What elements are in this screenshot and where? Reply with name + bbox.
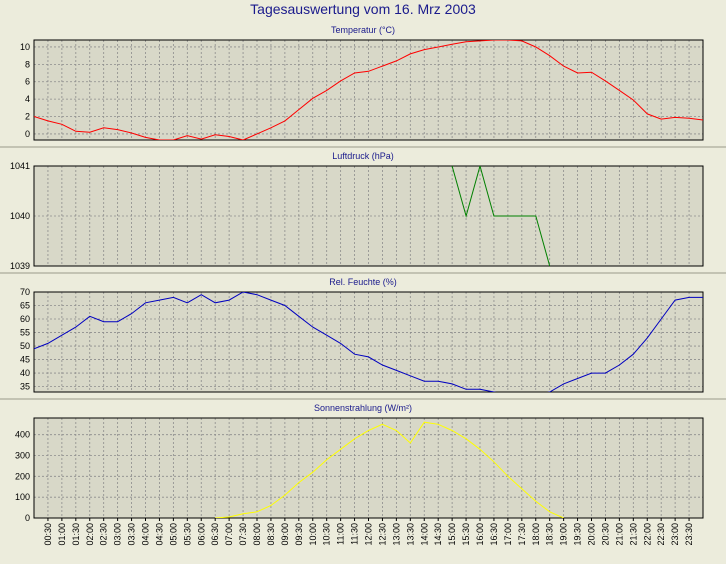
page-title: Tagesauswertung vom 16. Mrz 2003 (250, 1, 476, 17)
y-tick-label: 35 (20, 382, 30, 392)
x-tick-label: 01:30 (71, 523, 81, 546)
x-tick-label: 08:30 (266, 523, 276, 546)
plot-border (33, 291, 704, 393)
chart-title: Luftdruck (hPa) (332, 151, 394, 161)
x-axis-time-labels: 00:30 01:00 01:30 02:00 02:30 03:00 03:30 04:00… (43, 518, 694, 546)
series-line (34, 40, 703, 140)
x-tick-label: 02:00 (85, 523, 95, 546)
y-tick-label: 400 (15, 430, 30, 440)
y-tick-label: 200 (15, 471, 30, 481)
x-tick-label: 08:00 (252, 523, 262, 546)
chart-panel: Temperatur (°C) 0 2 4 6 8 10 (20, 25, 704, 141)
x-tick-label: 07:00 (224, 523, 234, 546)
x-tick-label: 06:30 (210, 523, 220, 546)
y-tick-label: 55 (20, 328, 30, 338)
x-tick-label: 12:30 (377, 523, 387, 546)
x-tick-label: 18:30 (545, 523, 555, 546)
series-line (215, 421, 564, 518)
x-tick-label: 07:30 (238, 523, 248, 546)
x-tick-label: 16:00 (475, 523, 485, 546)
x-tick-label: 14:00 (419, 523, 429, 546)
x-tick-label: 15:00 (447, 523, 457, 546)
y-tick-label: 60 (20, 314, 30, 324)
x-tick-label: 17:30 (517, 523, 527, 546)
x-tick-label: 10:00 (308, 523, 318, 546)
y-tick-label: 50 (20, 341, 30, 351)
x-tick-label: 09:30 (294, 523, 304, 546)
x-tick-label: 23:30 (684, 523, 694, 546)
x-tick-label: 00:30 (43, 523, 53, 546)
x-tick-label: 14:30 (433, 523, 443, 546)
x-tick-label: 16:30 (489, 523, 499, 546)
y-tick-label: 8 (25, 59, 30, 69)
y-tick-label: 10 (20, 42, 30, 52)
series-line (451, 166, 551, 266)
y-tick-label: 0 (25, 129, 30, 139)
chart-title: Rel. Feuchte (%) (329, 277, 397, 287)
x-tick-label: 01:00 (57, 523, 67, 546)
y-tick-label: 100 (15, 492, 30, 502)
y-tick-label: 40 (20, 368, 30, 378)
y-tick-label: 65 (20, 301, 30, 311)
y-tick-label: 2 (25, 112, 30, 122)
chart-panels: Temperatur (°C) 0 2 4 6 8 10 Luftdruck (hPa) 103… (0, 25, 726, 523)
x-tick-label: 22:30 (656, 523, 666, 546)
x-tick-label: 10:30 (322, 523, 332, 546)
x-tick-label: 20:30 (600, 523, 610, 546)
x-tick-label: 22:00 (642, 523, 652, 546)
x-tick-label: 19:30 (573, 523, 583, 546)
x-tick-label: 12:00 (364, 523, 374, 546)
y-tick-label: 45 (20, 355, 30, 365)
y-tick-label: 4 (25, 94, 30, 104)
x-tick-label: 03:00 (113, 523, 123, 546)
chart-panel: Rel. Feuchte (%) 35 40 45 50 55 60 65 70 (20, 277, 704, 393)
y-tick-label: 6 (25, 77, 30, 87)
x-tick-label: 05:30 (182, 523, 192, 546)
plot-border (33, 165, 704, 267)
x-tick-label: 15:30 (461, 523, 471, 546)
x-tick-label: 09:00 (280, 523, 290, 546)
chart-title: Sonnenstrahlung (W/m²) (314, 403, 412, 413)
x-tick-label: 21:30 (628, 523, 638, 546)
y-tick-label: 1040 (10, 211, 30, 221)
y-tick-label: 70 (20, 287, 30, 297)
y-tick-label: 1041 (10, 161, 30, 171)
x-tick-label: 11:30 (350, 523, 360, 545)
chart-title: Temperatur (°C) (331, 25, 395, 35)
x-tick-label: 11:00 (336, 523, 346, 545)
x-tick-label: 18:00 (531, 523, 541, 546)
x-tick-label: 19:00 (559, 523, 569, 546)
x-tick-label: 06:00 (196, 523, 206, 546)
x-tick-label: 13:00 (391, 523, 401, 546)
chart-panel: Luftdruck (hPa) 1039 1040 1041 (10, 151, 704, 271)
y-tick-label: 0 (25, 513, 30, 523)
y-tick-label: 300 (15, 451, 30, 461)
x-tick-label: 04:30 (154, 523, 164, 546)
plot-border (33, 39, 704, 141)
x-tick-label: 04:00 (141, 523, 151, 546)
x-tick-label: 17:00 (503, 523, 513, 546)
x-tick-label: 23:00 (670, 523, 680, 546)
x-tick-label: 21:00 (614, 523, 624, 546)
y-tick-label: 1039 (10, 261, 30, 271)
x-tick-label: 02:30 (99, 523, 109, 546)
x-tick-label: 03:30 (127, 523, 137, 546)
chart-panel: Sonnenstrahlung (W/m²) 0 100 200 300 400 (15, 403, 704, 523)
series-line (34, 292, 703, 392)
x-tick-label: 13:30 (405, 523, 415, 546)
x-tick-label: 05:00 (168, 523, 178, 546)
x-tick-label: 20:00 (587, 523, 597, 546)
